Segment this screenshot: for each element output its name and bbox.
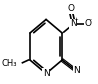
Text: N: N bbox=[43, 69, 49, 78]
Text: +: + bbox=[74, 17, 78, 22]
Text: O: O bbox=[85, 19, 92, 28]
Text: CH₃: CH₃ bbox=[2, 59, 17, 68]
Text: O: O bbox=[68, 4, 75, 13]
Text: N: N bbox=[73, 66, 80, 75]
Text: -: - bbox=[90, 17, 92, 22]
Text: N: N bbox=[70, 19, 76, 28]
